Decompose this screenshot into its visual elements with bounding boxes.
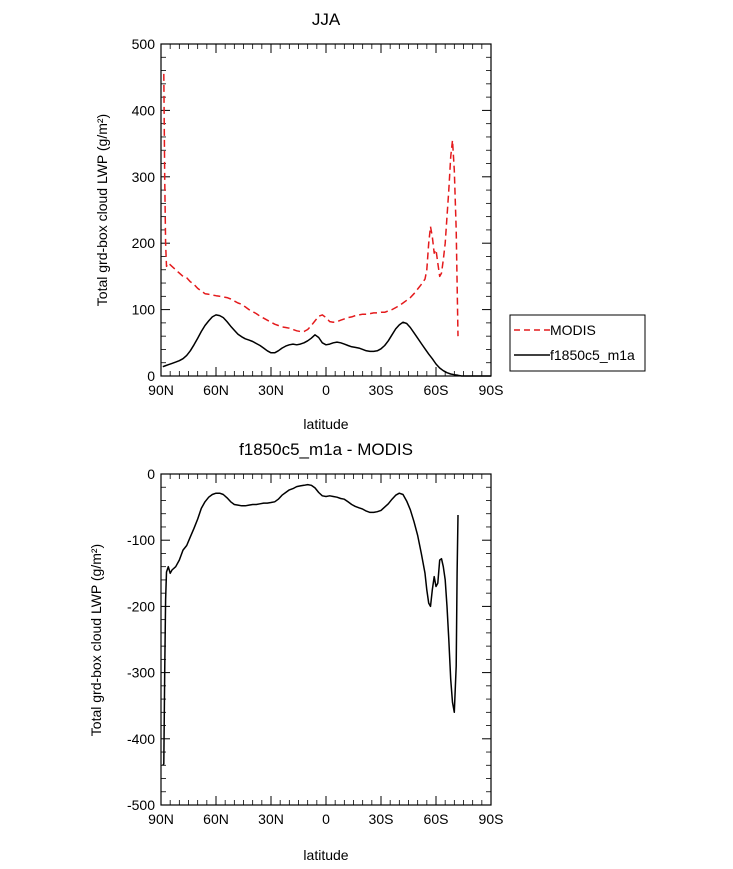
y-tick-label: 400 bbox=[132, 102, 156, 118]
y-tick-label: 500 bbox=[132, 36, 156, 52]
bottom-tick-labels: 90N 60N 30N 0 30S 60S 90S 0 -100 -200 -300 -400 -500 bbox=[127, 466, 503, 827]
top-y-axis-label: Total grd-box cloud LWP (g/m²) bbox=[94, 114, 110, 306]
x-tick-label: 60N bbox=[203, 811, 229, 827]
x-tick-label: 60N bbox=[203, 382, 229, 398]
bottom-series-layer bbox=[162, 483, 459, 766]
x-tick-label: 90N bbox=[148, 811, 174, 827]
top-chart-title: JJA bbox=[312, 10, 341, 29]
legend-label-modis: MODIS bbox=[550, 322, 596, 338]
x-tick-label: 60S bbox=[424, 811, 449, 827]
y-tick-label: -200 bbox=[127, 598, 155, 614]
series-line-difference bbox=[162, 483, 459, 766]
y-tick-label: 0 bbox=[147, 368, 155, 384]
bottom-ticks bbox=[160, 473, 492, 806]
y-tick-label: 300 bbox=[132, 169, 156, 185]
bottom-y-axis-label: Total grd-box cloud LWP (g/m²) bbox=[88, 544, 104, 736]
bottom-panel: f1850c5_m1a - MODIS 90N 60N 30N 0 30S 60S 90S 0… bbox=[88, 440, 503, 863]
series-line-modis bbox=[163, 73, 459, 337]
x-tick-label: 30N bbox=[258, 382, 284, 398]
x-tick-label: 0 bbox=[322, 382, 330, 398]
top-tick-labels: 90N 60N 30N 0 30S 60S 90S 0 100 200 300 400 500 bbox=[132, 36, 504, 398]
x-tick-label: 90S bbox=[479, 811, 504, 827]
y-tick-label: 0 bbox=[147, 466, 155, 482]
legend-label-model: f1850c5_m1a bbox=[550, 347, 635, 363]
top-x-axis-label: latitude bbox=[303, 416, 348, 432]
bottom-plot-frame bbox=[160, 473, 492, 806]
top-ticks bbox=[160, 43, 492, 377]
y-tick-label: -500 bbox=[127, 797, 155, 813]
x-tick-label: 30S bbox=[369, 811, 394, 827]
legend: MODIS f1850c5_m1a bbox=[509, 314, 646, 372]
x-tick-label: 90S bbox=[479, 382, 504, 398]
top-plot-frame bbox=[160, 43, 492, 377]
x-tick-label: 30S bbox=[369, 382, 394, 398]
legend-box bbox=[509, 314, 646, 372]
y-tick-label: 100 bbox=[132, 302, 156, 318]
x-tick-label: 0 bbox=[322, 811, 330, 827]
y-tick-label: -100 bbox=[127, 532, 155, 548]
series-line-f1850c5-m1a bbox=[162, 314, 491, 377]
bottom-chart-title: f1850c5_m1a - MODIS bbox=[239, 440, 413, 459]
top-panel: JJA 90N 60N 30N 0 30S 60S 90S0100200300400500 … bbox=[94, 10, 646, 432]
x-tick-label: 60S bbox=[424, 382, 449, 398]
y-tick-label: -300 bbox=[127, 665, 155, 681]
bottom-x-axis-label: latitude bbox=[303, 847, 348, 863]
x-tick-label: 90N bbox=[148, 382, 174, 398]
y-tick-label: 200 bbox=[132, 235, 156, 251]
x-tick-label: 30N bbox=[258, 811, 284, 827]
top-series-layer bbox=[162, 73, 491, 377]
y-tick-label: -400 bbox=[127, 731, 155, 747]
